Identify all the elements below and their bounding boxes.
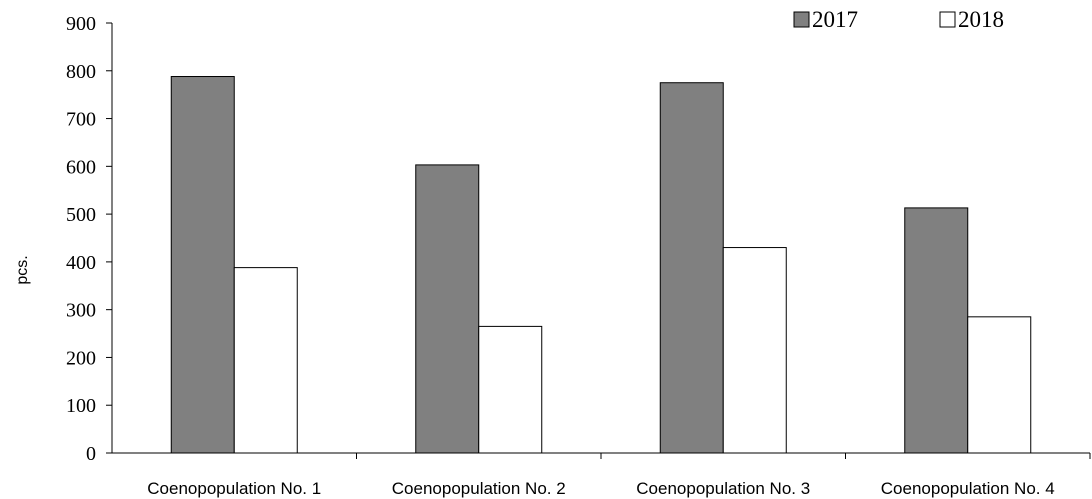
- x-tick-label: Coenopopulation No. 2: [392, 479, 566, 498]
- bar-2018-1: [233, 267, 298, 454]
- legend-swatch-2018: [939, 11, 956, 28]
- y-axis-title: pcs.: [14, 255, 31, 284]
- y-tick-label: 0: [86, 443, 96, 465]
- bar-2017-3: [659, 82, 724, 454]
- bars: [170, 76, 1032, 454]
- bar-2017-1: [170, 76, 235, 454]
- y-tick-label: 100: [66, 395, 96, 417]
- x-tick-label: Coenopopulation No. 3: [636, 479, 810, 498]
- bar-2018-2: [478, 325, 543, 454]
- x-tick-label: Coenopopulation No. 1: [147, 479, 321, 498]
- y-tick-label: 300: [66, 300, 96, 322]
- y-tick-label: 800: [66, 61, 96, 83]
- y-tick-label: 900: [66, 13, 96, 35]
- y-tick-label: 500: [66, 204, 96, 226]
- bar-2017-4: [904, 207, 969, 454]
- legend: 2017 2018: [793, 7, 1004, 32]
- y-tick-label: 600: [66, 156, 96, 178]
- bar-2018-3: [722, 247, 787, 454]
- x-tick-label: Coenopopulation No. 4: [881, 479, 1055, 498]
- bar-2018-4: [967, 316, 1032, 454]
- y-tick-label: 700: [66, 109, 96, 131]
- bar-2017-2: [415, 164, 480, 454]
- legend-label-2018: 2018: [958, 7, 1004, 32]
- legend-swatch-2017: [793, 11, 810, 28]
- y-tick-label: 200: [66, 347, 96, 369]
- y-tick-label: 400: [66, 252, 96, 274]
- x-axis-ticks: Coenopopulation No. 1 Coenopopulation No.…: [147, 453, 1091, 498]
- legend-label-2017: 2017: [812, 7, 858, 32]
- y-axis-ticks: 0 100 200 300 400 500 600 700 800 900: [66, 13, 112, 465]
